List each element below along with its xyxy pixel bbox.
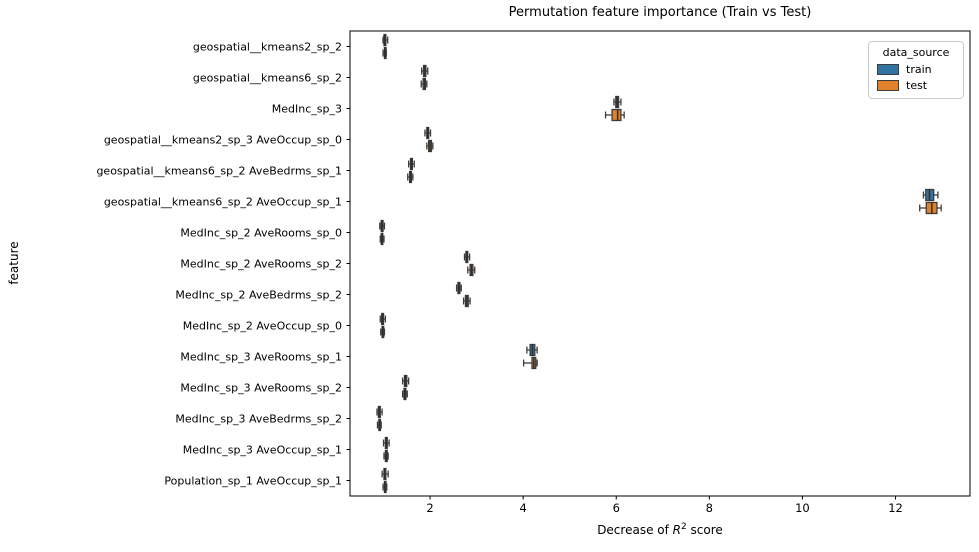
y-axis-label: feature	[7, 241, 21, 285]
box-train-MedInc_sp_3_AveBedrms_sp_2	[376, 405, 383, 419]
x-tick-label: 2	[426, 501, 433, 515]
box-test-geospatial__kmeans2_sp_3_AveOccup_sp_0	[426, 139, 434, 153]
box-test-MedInc_sp_3_AveRooms_sp_1	[522, 356, 538, 370]
x-tick-label: 12	[888, 501, 903, 515]
axes-frame	[349, 30, 971, 497]
x-tick-label: 10	[795, 501, 810, 515]
y-tick-label: MedInc_sp_3 AveOccup_sp_1	[183, 444, 342, 457]
y-tick-label: MedInc_sp_2 AveRooms_sp_2	[180, 258, 342, 271]
legend: data_source train test	[868, 41, 964, 99]
box-test-MedInc_sp_3_AveBedrms_sp_2	[376, 418, 382, 432]
box-test-geospatial__kmeans6_sp_2_AveBedrms_sp_1	[407, 170, 414, 184]
box-train-MedInc_sp_3_AveRooms_sp_2	[401, 374, 410, 388]
iqr-box	[611, 108, 622, 122]
box-train-geospatial__kmeans6_sp_2	[421, 64, 429, 78]
box-test-MedInc_sp_2_AveRooms_sp_0	[379, 232, 385, 246]
y-tick-label: geospatial__kmeans6_sp_2 AveOccup_sp_1	[104, 196, 342, 209]
box-train-Population_sp_1_AveOccup_sp_1	[381, 467, 389, 481]
x-axis-label-suffix: score	[686, 523, 723, 537]
y-tick-label: MedInc_sp_3 AveRooms_sp_2	[180, 382, 342, 395]
y-tick-label: geospatial__kmeans2_sp_3 AveOccup_sp_0	[104, 134, 342, 147]
box-test-geospatial__kmeans6_sp_2_AveOccup_sp_1	[919, 201, 942, 215]
box-train-geospatial__kmeans6_sp_2_AveOccup_sp_1	[922, 188, 939, 202]
box-train-geospatial__kmeans2_sp_3_AveOccup_sp_0	[424, 126, 432, 140]
legend-title: data_source	[882, 46, 950, 59]
box-test-MedInc_sp_2_AveRooms_sp_2	[467, 263, 476, 277]
legend-entry-train: train	[877, 63, 955, 76]
y-tick-label: MedInc_sp_2 AveRooms_sp_0	[180, 227, 342, 240]
box-train-MedInc_sp_3_AveOccup_sp_1	[382, 436, 390, 450]
y-tick-label: MedInc_sp_3	[272, 103, 342, 116]
box-train-geospatial__kmeans6_sp_2_AveBedrms_sp_1	[407, 157, 415, 171]
chart-title: Permutation feature importance (Train vs…	[508, 5, 812, 20]
box-test-MedInc_sp_3_AveRooms_sp_2	[401, 387, 408, 401]
box-test-MedInc_sp_3_AveOccup_sp_1	[383, 449, 389, 463]
legend-swatch-train	[877, 64, 899, 75]
x-tick-label: 4	[519, 501, 526, 515]
y-tick-label: geospatial__kmeans2_sp_2	[193, 41, 342, 54]
y-tick-label: MedInc_sp_2 AveBedrms_sp_2	[175, 289, 342, 302]
y-tick-label: MedInc_sp_3 AveRooms_sp_1	[180, 351, 342, 364]
box-test-MedInc_sp_3	[604, 108, 625, 122]
x-axis-label: Decrease of R2 score	[350, 522, 970, 537]
y-tick-label: geospatial__kmeans6_sp_2 AveBedrms_sp_1	[96, 165, 342, 178]
box-test-MedInc_sp_2_AveOccup_sp_0	[380, 325, 386, 339]
box-train-geospatial__kmeans2_sp_2	[382, 33, 389, 47]
box-train-MedInc_sp_2_AveOccup_sp_0	[379, 312, 387, 326]
box-train-MedInc_sp_3_AveRooms_sp_1	[526, 343, 538, 357]
legend-swatch-test	[877, 80, 899, 91]
y-tick-label: Population_sp_1 AveOccup_sp_1	[164, 475, 342, 488]
box-test-Population_sp_1_AveOccup_sp_1	[382, 480, 388, 494]
x-tick-label: 6	[613, 501, 620, 515]
x-axis-label-math: R	[672, 523, 681, 537]
y-tick-label: MedInc_sp_2 AveOccup_sp_0	[183, 320, 342, 333]
x-tick-label: 8	[706, 501, 713, 515]
legend-label-train: train	[906, 63, 932, 76]
y-tick-label: geospatial__kmeans6_sp_2	[193, 72, 342, 85]
y-tick-label: MedInc_sp_3 AveBedrms_sp_2	[175, 413, 342, 426]
x-axis-label-sup: 2	[681, 522, 687, 532]
box-train-MedInc_sp_2_AveRooms_sp_0	[379, 219, 386, 233]
box-train-MedInc_sp_2_AveRooms_sp_2	[463, 250, 471, 264]
legend-entry-test: test	[877, 79, 955, 92]
legend-label-test: test	[906, 79, 928, 92]
box-test-geospatial__kmeans2_sp_2	[382, 46, 387, 60]
box-test-geospatial__kmeans6_sp_2	[420, 77, 428, 91]
x-axis-label-prefix: Decrease of	[597, 523, 673, 537]
box-train-MedInc_sp_3	[613, 95, 622, 109]
box-train-MedInc_sp_2_AveBedrms_sp_2	[455, 281, 462, 295]
box-test-MedInc_sp_2_AveBedrms_sp_2	[462, 294, 471, 308]
